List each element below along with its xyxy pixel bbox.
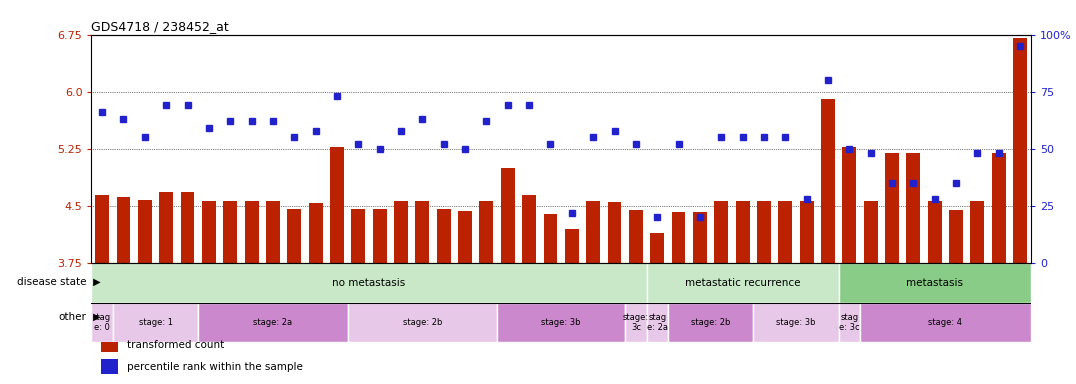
Bar [628,210,642,263]
Text: metastatic recurrence: metastatic recurrence [684,278,801,288]
Bar [181,192,195,263]
Bar [437,209,451,263]
Bar [753,303,838,343]
Text: GDS4718 / 238452_at: GDS4718 / 238452_at [91,20,229,33]
Bar [650,233,664,263]
Bar [101,359,117,374]
Bar [415,202,429,263]
Text: ▶: ▶ [90,312,101,322]
Bar [799,202,813,263]
Bar [838,263,1031,303]
Bar [497,303,625,343]
Bar [778,202,792,263]
Bar [668,303,753,343]
Bar [224,201,237,263]
Bar [864,202,878,263]
Bar [330,147,344,263]
Bar [714,202,728,263]
Bar [647,263,838,303]
Bar [860,303,1031,343]
Text: stage: 2b: stage: 2b [402,318,442,327]
Bar [671,212,685,263]
Bar [458,210,472,263]
Bar [886,153,898,263]
Bar [372,209,386,263]
Bar [101,337,117,353]
Text: stage:
3c: stage: 3c [623,313,649,332]
Bar [758,202,770,263]
Bar [608,202,622,263]
Bar [838,303,860,343]
Bar [543,214,557,263]
Text: ▶: ▶ [90,277,101,287]
Bar [266,202,280,263]
Text: stag
e: 2a: stag e: 2a [647,313,668,332]
Text: transformed count: transformed count [127,340,225,350]
Bar [500,168,514,263]
Bar [586,202,600,263]
Bar [113,303,198,343]
Bar [116,197,130,263]
Text: stag
e: 3c: stag e: 3c [839,313,860,332]
Text: stage: 2a: stage: 2a [253,318,293,327]
Text: percentile rank within the sample: percentile rank within the sample [127,362,303,372]
Text: stage: 3b: stage: 3b [541,318,581,327]
Bar [522,195,536,263]
Bar [352,209,365,263]
Bar [693,212,707,263]
Bar [625,303,647,343]
Bar [906,153,920,263]
Bar [348,303,497,343]
Bar [971,202,985,263]
Bar [159,192,173,263]
Text: stag
e: 0: stag e: 0 [93,313,111,332]
Text: stage: 3b: stage: 3b [776,318,816,327]
Bar [309,203,323,263]
Text: no metastasis: no metastasis [332,278,406,288]
Bar [91,263,647,303]
Bar [736,202,750,263]
Text: stage: 2b: stage: 2b [691,318,731,327]
Bar [138,200,152,263]
Bar [1014,38,1028,263]
Bar [992,153,1006,263]
Bar [565,229,579,263]
Text: disease state: disease state [16,277,86,287]
Bar [91,303,113,343]
Bar [480,202,494,263]
Bar [843,147,856,263]
Bar [244,202,258,263]
Bar [928,202,942,263]
Bar [202,202,216,263]
Bar [394,202,408,263]
Text: stage: 4: stage: 4 [929,318,962,327]
Bar [647,303,668,343]
Bar [949,210,963,263]
Text: other: other [58,312,86,322]
Text: stage: 1: stage: 1 [139,318,172,327]
Bar [287,209,301,263]
Bar [95,195,109,263]
Bar [198,303,348,343]
Text: metastasis: metastasis [906,278,963,288]
Bar [821,99,835,263]
